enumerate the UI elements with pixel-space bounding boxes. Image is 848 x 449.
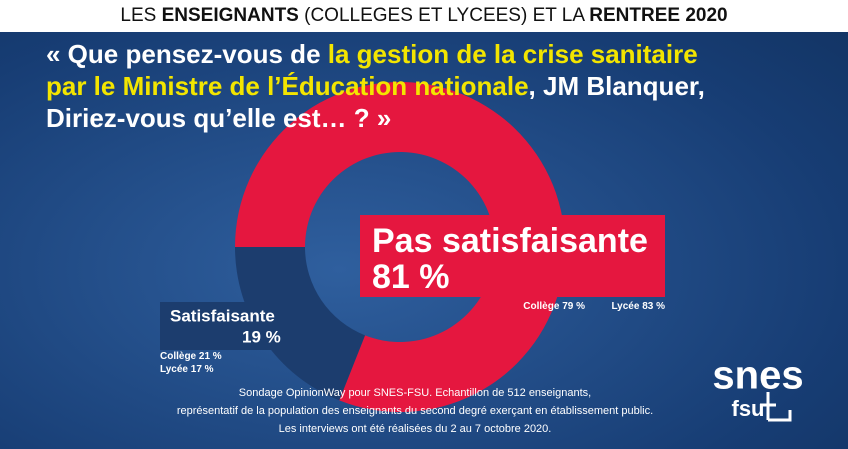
header-text: (COLLEGES ET LYCEES) ET LA xyxy=(298,5,590,26)
logo-mark xyxy=(760,392,792,422)
question: « Que pensez-vous de la gestion de la cr… xyxy=(46,38,705,134)
detail-value: 21 % xyxy=(199,351,222,362)
header-bold: ENSEIGNANTS xyxy=(161,5,299,26)
detail-value: 83 % xyxy=(642,301,665,312)
detail-value: 79 % xyxy=(562,301,585,312)
detail-label: Collège 79 % xyxy=(523,301,585,312)
header-text: LES xyxy=(120,5,162,26)
detail-name: Collège xyxy=(160,351,197,362)
question-text: « Que pensez-vous de xyxy=(46,39,328,69)
donut-segment xyxy=(235,247,366,401)
label-box xyxy=(360,215,665,297)
label-box xyxy=(160,302,300,350)
footnote: Sondage OpinionWay pour SNES-FSU. Echant… xyxy=(239,387,591,399)
header: LES ENSEIGNANTS (COLLEGES ET LYCEES) ET … xyxy=(0,0,848,32)
detail-name: Lycée xyxy=(611,301,639,312)
question-highlight: par le Ministre de l’Éducation nationale xyxy=(46,71,529,101)
detail-name: Lycée xyxy=(160,364,188,375)
question-text: , JM Blanquer, xyxy=(528,71,705,101)
detail-label: Collège 21 % xyxy=(160,351,222,362)
category-label: Pas satisfaisante xyxy=(372,222,648,260)
donut-segment xyxy=(235,81,565,412)
detail-value: 17 % xyxy=(191,364,214,375)
footnote: représentatif de la population des ensei… xyxy=(177,405,653,417)
detail-name: Collège xyxy=(523,301,560,312)
value-label: 81 % xyxy=(372,258,450,296)
category-label: Satisfaisante xyxy=(170,306,275,325)
question-highlight: la gestion de la crise sanitaire xyxy=(327,39,698,69)
detail-label: Lycée 83 % xyxy=(611,301,665,312)
logo-sub: fsu xyxy=(732,396,765,421)
value-label: 19 % xyxy=(242,327,281,346)
detail-label: Lycée 17 % xyxy=(160,364,214,375)
question-text: Diriez-vous qu’elle est… ? » xyxy=(46,103,392,133)
logo-main: snes xyxy=(712,354,803,398)
header-bold: RENTREE 2020 xyxy=(589,5,728,26)
footnote: Les interviews ont été réalisées du 2 au… xyxy=(279,423,552,435)
